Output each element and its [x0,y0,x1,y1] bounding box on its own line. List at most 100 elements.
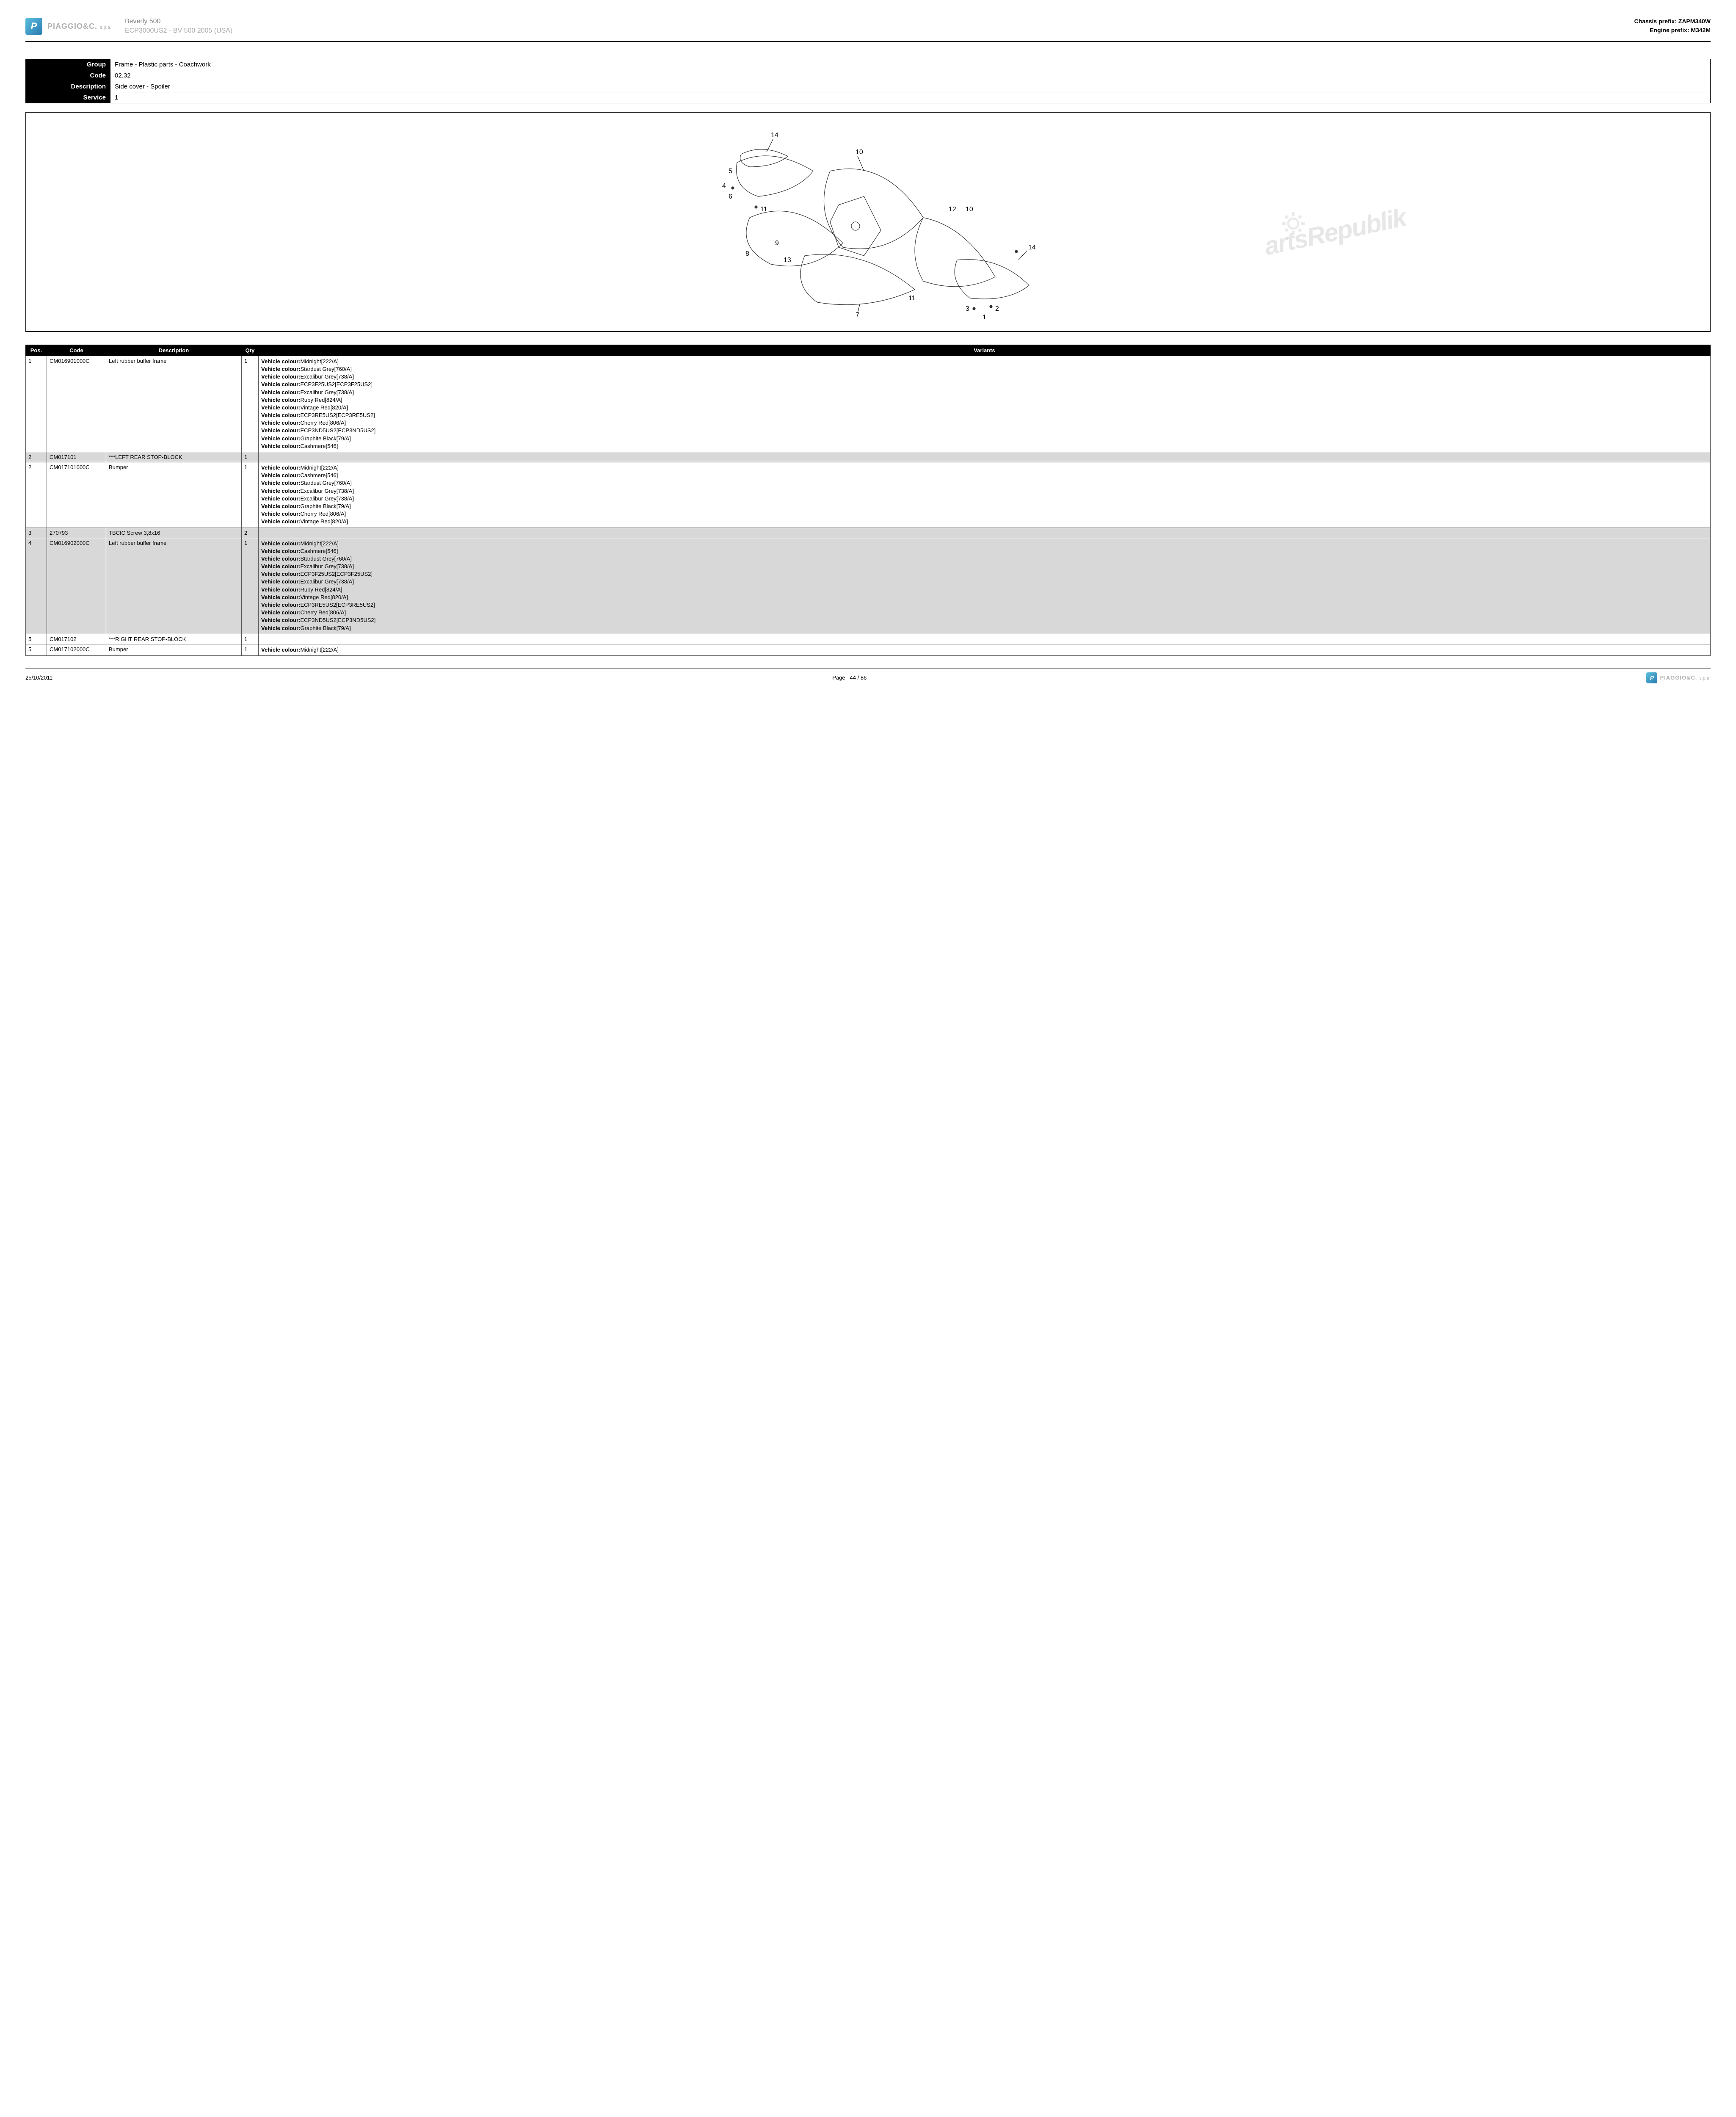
page-sep: / [858,674,859,681]
variant-value: Midnight[222/A] [300,464,338,471]
variant-line: Vehicle colour:ECP3F25US2[ECP3F25US2] [261,381,1708,388]
code-value: 02.32 [110,70,1711,81]
variant-value: Vintage Red[820/A] [300,518,348,525]
footer-logo: P PIAGGIO&C. s.p.a. [1646,672,1711,683]
variant-label: Vehicle colour: [261,518,300,525]
variant-line: Vehicle colour:Ruby Red[824/A] [261,586,1708,594]
variant-value: Cherry Red[806/A] [300,609,346,616]
page-footer: 25/10/2011 Page 44 / 86 P PIAGGIO&C. s.p… [25,669,1711,683]
table-row: 2CM017101***LEFT REAR STOP-BLOCK1 [26,452,1711,462]
variant-line: Vehicle colour:ECP3RE5US2[ECP3RE5US2] [261,412,1708,419]
variant-value: Cashmere[546] [300,548,338,554]
variant-line: Vehicle colour:Excalibur Grey[738/A] [261,495,1708,503]
cell-variants [259,452,1711,462]
svg-text:10: 10 [966,206,973,213]
variant-line: Vehicle colour:Cherry Red[806/A] [261,510,1708,518]
variant-label: Vehicle colour: [261,511,300,517]
parts-header-row: Pos. Code Description Qty Variants [26,345,1711,356]
desc-label: Description [26,81,110,92]
cell-code: CM017102 [47,634,106,644]
brand-name: PIAGGIO&C. s.p.a. [47,22,111,31]
group-value: Frame - Plastic parts - Coachwork [110,59,1711,70]
chassis-label: Chassis prefix: [1634,18,1677,25]
cell-code: CM017102000C [47,644,106,655]
variant-line: Vehicle colour:Vintage Red[820/A] [261,404,1708,412]
cell-desc: Left rubber buffer frame [106,538,242,634]
table-row: 1CM016901000CLeft rubber buffer frame1Ve… [26,356,1711,452]
cell-desc: Bumper [106,644,242,655]
variant-label: Vehicle colour: [261,503,300,509]
col-qty: Qty [242,345,259,356]
variant-value: Excalibur Grey[738/A] [300,578,353,585]
svg-text:14: 14 [1028,244,1036,251]
variant-label: Vehicle colour: [261,412,300,418]
svg-text:12: 12 [949,206,956,213]
cell-pos: 2 [26,452,47,462]
variant-value: Excalibur Grey[738/A] [300,389,353,395]
variant-label: Vehicle colour: [261,571,300,577]
variant-label: Vehicle colour: [261,389,300,395]
variant-line: Vehicle colour:Stardust Grey[760/A] [261,479,1708,487]
variant-line: Vehicle colour:Cashmere[546] [261,442,1708,450]
footer-brand-sub: s.p.a. [1699,676,1711,681]
variant-label: Vehicle colour: [261,625,300,631]
info-row-group: Group Frame - Plastic parts - Coachwork [26,59,1711,70]
variant-label: Vehicle colour: [261,480,300,486]
variant-value: Cashmere[546] [300,472,338,478]
chassis-value: ZAPM340W [1678,18,1711,25]
service-value: 1 [110,92,1711,103]
svg-text:11: 11 [908,295,916,302]
variant-value: Excalibur Grey[738/A] [300,495,353,502]
variant-line: Vehicle colour:ECP3RE5US2[ECP3RE5US2] [261,601,1708,609]
variant-label: Vehicle colour: [261,586,300,593]
variant-label: Vehicle colour: [261,427,300,434]
cell-desc: TBCIC Screw 3,8x16 [106,528,242,538]
variant-label: Vehicle colour: [261,464,300,471]
gear-watermark-icon [1281,211,1306,236]
cell-qty: 1 [242,644,259,655]
variant-label: Vehicle colour: [261,472,300,478]
variant-line: Vehicle colour:Midnight[222/A] [261,540,1708,547]
cell-desc: Bumper [106,462,242,528]
variant-line: Vehicle colour:Excalibur Grey[738/A] [261,578,1708,586]
variant-value: ECP3F25US2[ECP3F25US2] [300,571,373,577]
piaggio-logo-icon: P [1646,672,1657,683]
variant-value: Stardust Grey[760/A] [300,480,351,486]
variant-label: Vehicle colour: [261,373,300,380]
cell-code: CM017101000C [47,462,106,528]
variant-line: Vehicle colour:Excalibur Grey[738/A] [261,389,1708,396]
variant-value: Midnight[222/A] [300,647,338,653]
cell-variants: Vehicle colour:Midnight[222/A]Vehicle co… [259,356,1711,452]
model-code: ECP3000US2 - BV 500 2005 (USA) [125,26,232,36]
page-label: Page [832,674,845,681]
variant-value: Cherry Red[806/A] [300,511,346,517]
variant-value: Stardust Grey[760/A] [300,366,351,372]
svg-text:7: 7 [856,312,859,319]
table-row: 4CM016902000CLeft rubber buffer frame1Ve… [26,538,1711,634]
model-name: Beverly 500 [125,17,232,26]
desc-value: Side cover - Spoiler [110,81,1711,92]
parts-table: Pos. Code Description Qty Variants 1CM01… [25,345,1711,656]
info-row-desc: Description Side cover - Spoiler [26,81,1711,92]
variant-value: Graphite Black[79/A] [300,625,351,631]
variant-label: Vehicle colour: [261,381,300,387]
svg-text:10: 10 [856,149,863,156]
svg-text:3: 3 [966,305,969,312]
cell-pos: 3 [26,528,47,538]
variant-line: Vehicle colour:Graphite Black[79/A] [261,503,1708,510]
variant-line: Vehicle colour:Stardust Grey[760/A] [261,365,1708,373]
variant-label: Vehicle colour: [261,420,300,426]
cell-desc: Left rubber buffer frame [106,356,242,452]
group-info-table: Group Frame - Plastic parts - Coachwork … [25,59,1711,103]
variant-label: Vehicle colour: [261,540,300,547]
variant-label: Vehicle colour: [261,366,300,372]
cell-qty: 1 [242,356,259,452]
cell-pos: 5 [26,634,47,644]
variant-value: ECP3F25US2[ECP3F25US2] [300,381,373,387]
variant-label: Vehicle colour: [261,647,300,653]
svg-text:11: 11 [760,206,767,213]
svg-text:8: 8 [745,250,749,257]
brand-sub: s.p.a. [100,25,111,30]
variant-label: Vehicle colour: [261,495,300,502]
variant-line: Vehicle colour:ECP3F25US2[ECP3F25US2] [261,570,1708,578]
